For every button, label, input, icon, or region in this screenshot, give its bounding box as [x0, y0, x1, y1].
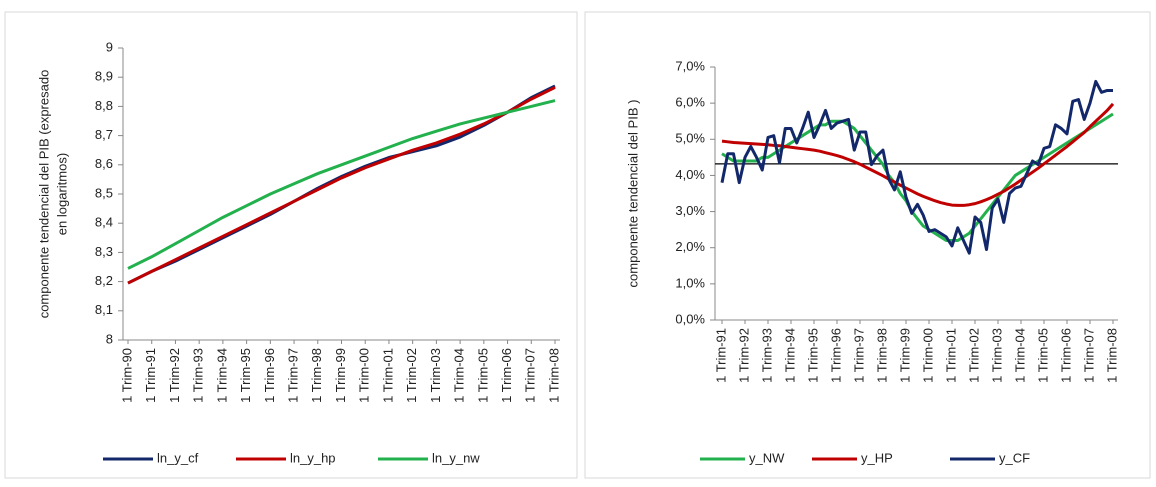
series-line — [127, 99, 556, 270]
x-tick-label: 1 Trim-92 — [736, 328, 751, 383]
y-tick-label: 1,0% — [675, 275, 705, 290]
x-tick-label: 1 Trim-96 — [262, 348, 277, 403]
x-tick-label: 1 Trim-98 — [874, 328, 889, 383]
x-tick-label: 1 Trim-97 — [851, 328, 866, 383]
x-tick-label: 1 Trim-97 — [285, 348, 300, 403]
y-tick-label: 8,5 — [95, 185, 113, 200]
x-tick-label: 1 Trim-06 — [499, 348, 514, 403]
x-tick-label: 1 Trim-07 — [1081, 328, 1096, 383]
x-tick-label: 1 Trim-93 — [191, 348, 206, 403]
x-tick-label: 1 Trim-91 — [713, 328, 728, 383]
x-tick-label: 1 Trim-91 — [143, 348, 158, 403]
y-tick-label: 8,6 — [95, 156, 113, 171]
x-tick-label: 1 Trim-05 — [475, 348, 490, 403]
x-tick-label: 1 Trim-94 — [782, 328, 797, 383]
legend-label: y_NW — [749, 450, 785, 465]
x-tick-label: 1 Trim-08 — [546, 348, 561, 403]
y-tick-label: 8,2 — [95, 273, 113, 288]
x-tick-label: 1 Trim-01 — [380, 348, 395, 403]
y-tick-label: 0,0% — [675, 311, 705, 326]
x-tick-label: 1 Trim-05 — [1035, 328, 1050, 383]
y-tick-label: 4,0% — [675, 167, 705, 182]
legend-label: y_HP — [861, 450, 893, 465]
y-tick-label: 8,1 — [95, 302, 113, 317]
x-tick-label: 1 Trim-02 — [404, 348, 419, 403]
x-tick-label: 1 Trim-99 — [897, 328, 912, 383]
x-tick-label: 1 Trim-04 — [452, 348, 467, 403]
y-axis-label: componente tendencial del PIB (expresado — [36, 70, 51, 319]
series-line — [721, 102, 1115, 207]
x-tick-label: 1 Trim-90 — [119, 348, 134, 403]
x-tick-label: 1 Trim-99 — [333, 348, 348, 403]
x-tick-label: 1 Trim-92 — [167, 348, 182, 403]
legend-label: ln_y_cf — [157, 450, 199, 465]
y-tick-label: 8,7 — [95, 127, 113, 142]
series-line — [720, 79, 1113, 255]
y-axis-label: en logaritmos) — [54, 153, 69, 235]
x-tick-label: 1 Trim-04 — [1012, 328, 1027, 383]
x-tick-label: 1 Trim-94 — [214, 348, 229, 403]
y-tick-label: 3,0% — [675, 203, 705, 218]
y-tick-label: 7,0% — [675, 58, 705, 73]
x-tick-label: 1 Trim-06 — [1058, 328, 1073, 383]
x-tick-label: 1 Trim-01 — [943, 328, 958, 383]
x-tick-label: 1 Trim-95 — [805, 328, 820, 383]
y-tick-label: 8,9 — [95, 69, 113, 84]
x-tick-label: 1 Trim-08 — [1104, 328, 1119, 383]
y-axis-label: componente tendencial del PIB ) — [625, 100, 640, 288]
x-tick-label: 1 Trim-03 — [428, 348, 443, 403]
x-tick-label: 1 Trim-00 — [920, 328, 935, 383]
legend-label: y_CF — [999, 450, 1030, 465]
x-tick-label: 1 Trim-95 — [238, 348, 253, 403]
y-tick-label: 5,0% — [675, 131, 705, 146]
x-tick-label: 1 Trim-00 — [357, 348, 372, 403]
panel — [4, 11, 578, 479]
y-tick-label: 8,8 — [95, 98, 113, 113]
legend-label: ln_y_nw — [432, 450, 480, 465]
x-tick-label: 1 Trim-02 — [966, 328, 981, 383]
y-tick-label: 2,0% — [675, 239, 705, 254]
y-tick-label: 6,0% — [675, 95, 705, 110]
x-tick-label: 1 Trim-98 — [309, 348, 324, 403]
y-tick-label: 8 — [106, 331, 113, 346]
y-tick-label: 8,4 — [95, 215, 113, 230]
series-line — [127, 86, 556, 285]
x-tick-label: 1 Trim-96 — [828, 328, 843, 383]
y-tick-label: 8,3 — [95, 244, 113, 259]
x-tick-label: 1 Trim-07 — [523, 348, 538, 403]
y-tick-label: 9 — [106, 39, 113, 54]
x-tick-label: 1 Trim-93 — [759, 328, 774, 383]
panel — [584, 11, 1151, 479]
x-tick-label: 1 Trim-03 — [989, 328, 1004, 383]
legend-label: ln_y_hp — [290, 450, 336, 465]
